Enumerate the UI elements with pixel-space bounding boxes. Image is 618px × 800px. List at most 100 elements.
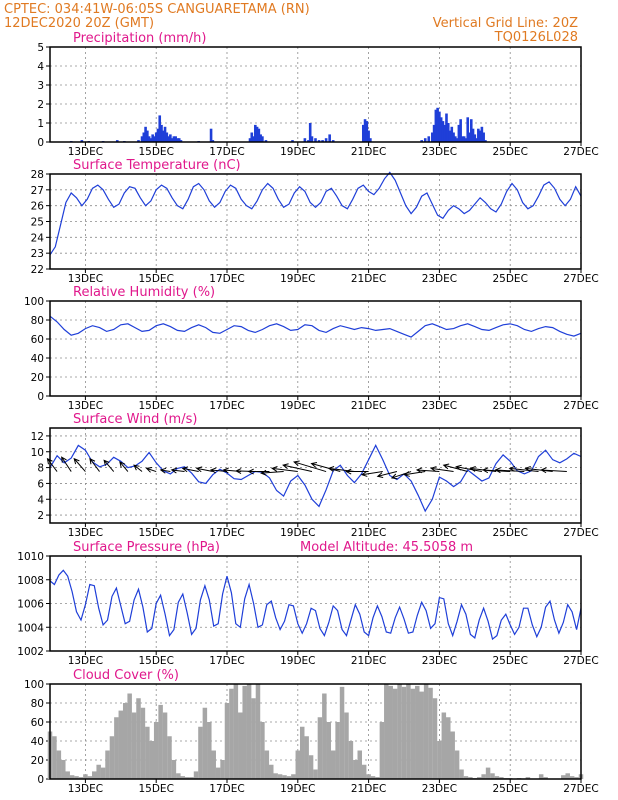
cloud-bar xyxy=(304,736,309,779)
wind-vector-arrow xyxy=(119,461,129,472)
cloud-bar xyxy=(357,750,362,779)
wind-frame xyxy=(49,427,582,524)
cloud-bar xyxy=(419,691,424,779)
wind-vector-arrow xyxy=(508,465,539,473)
cloud-bar xyxy=(437,741,442,779)
wind-vector-arrow xyxy=(181,466,199,473)
cloud-bar xyxy=(153,722,159,779)
cloud-bar xyxy=(388,685,393,779)
wind-vector-arrow xyxy=(403,471,426,477)
precip-bar xyxy=(308,123,312,142)
temp-ytick-label: 24 xyxy=(31,232,45,244)
precip-bar xyxy=(432,124,436,142)
cloud-bar xyxy=(211,750,216,779)
precip-bar xyxy=(448,130,452,142)
pressure-xtick-label: 21DEC xyxy=(351,655,386,667)
precip-bar xyxy=(482,132,485,142)
precip-bar xyxy=(161,130,165,142)
pressure-panel: Surface Pressure (hPa) Model Altitude: 45… xyxy=(17,540,598,667)
cloud-xtick-label: 13DEC xyxy=(68,783,103,795)
precip-bar xyxy=(452,132,455,142)
rh-xtick-label: 27DEC xyxy=(563,400,598,412)
cloud-bar xyxy=(273,773,278,779)
pressure-xtick-label: 13DEC xyxy=(68,655,103,667)
rh-ytick-label: 0 xyxy=(37,391,44,403)
temp-xtick-label: 25DEC xyxy=(492,273,527,285)
cloud-bar xyxy=(322,693,327,779)
precip-bar xyxy=(140,136,144,142)
cloud-bar xyxy=(233,684,239,779)
precip-bar xyxy=(211,140,215,142)
cloud-bar xyxy=(481,774,486,779)
cloud-bar xyxy=(56,750,62,779)
precip-ytick-label: 4 xyxy=(37,61,44,73)
cloud-bar xyxy=(406,684,411,779)
precip-bar xyxy=(169,134,172,142)
cloud-bar xyxy=(468,777,473,779)
wind-vector-arrow xyxy=(145,467,157,473)
pressure-xtick-label: 27DEC xyxy=(563,655,598,667)
cloud-ytick-label: 60 xyxy=(31,717,44,729)
rh-xtick-label: 21DEC xyxy=(351,400,386,412)
precip-bar xyxy=(480,126,484,142)
cloud-bar xyxy=(87,776,93,779)
wind-vector-arrow xyxy=(133,464,143,472)
cloud-bar xyxy=(463,776,469,779)
cloud-bar xyxy=(441,712,447,779)
precip-bar xyxy=(250,132,254,142)
pressure-xtick-label: 25DEC xyxy=(492,655,527,667)
cloud-bar xyxy=(180,776,185,779)
precip-xtick-label: 13DEC xyxy=(68,146,103,158)
precip-bar xyxy=(160,124,163,142)
precip-bar xyxy=(137,140,140,142)
wind-xtick-label: 19DEC xyxy=(280,527,315,539)
wind-panel: Surface Wind (m/s) 2 4 6 8 10 12 13DEC 15DEC 17DE… xyxy=(31,412,599,539)
cloud-bar xyxy=(114,717,119,779)
precip-title: Precipitation (mm/h) xyxy=(73,31,206,46)
wind-vector-arrow xyxy=(376,471,398,479)
cloud-bar xyxy=(286,776,292,779)
cloud-bar xyxy=(543,777,548,779)
cloud-bar xyxy=(326,722,332,779)
cloud-bar xyxy=(100,767,106,779)
cloud-bar xyxy=(65,771,70,779)
wind-vector-arrow xyxy=(494,467,525,474)
rh-ytick-label: 100 xyxy=(24,296,44,308)
cloud-bar xyxy=(83,774,88,779)
temp-ytick-label: 27 xyxy=(31,185,44,197)
rh-xtick-label: 19DEC xyxy=(280,400,315,412)
precip-bar xyxy=(317,140,321,142)
precip-bar xyxy=(464,138,468,142)
cloud-bar xyxy=(260,722,265,779)
wind-vector-arrow xyxy=(310,461,341,473)
cloud-bar xyxy=(189,777,194,779)
wind-ytick-label: 4 xyxy=(37,494,44,506)
wind-ytick-label: 12 xyxy=(31,431,44,443)
precip-bar xyxy=(153,136,156,142)
wind-ytick-label: 10 xyxy=(31,447,44,459)
pressure-ytick-label: 1010 xyxy=(17,551,44,563)
pressure-title: Surface Pressure (hPa) xyxy=(73,540,220,555)
precip-bar xyxy=(438,111,441,142)
precip-bar xyxy=(172,136,176,142)
wind-xtick-label: 25DEC xyxy=(492,527,527,539)
cloud-bar xyxy=(229,688,234,779)
temp-title: Surface Temperature (nC) xyxy=(73,158,241,173)
run-code: TQ0126L028 xyxy=(494,30,578,45)
cloud-bar xyxy=(401,686,407,779)
precip-bar xyxy=(154,132,158,142)
precip-bar xyxy=(254,124,257,142)
cloud-bar xyxy=(561,775,566,779)
cloud-bar xyxy=(149,741,155,779)
cloud-bar xyxy=(565,773,570,779)
rh-title: Relative Humidity (%) xyxy=(73,285,215,300)
cloud-bar xyxy=(339,686,345,779)
precip-bar xyxy=(80,140,84,142)
temp-series-line xyxy=(49,171,582,256)
precip-frame xyxy=(49,46,582,143)
precip-xtick-label: 15DEC xyxy=(138,146,173,158)
precip-bar xyxy=(176,138,179,142)
cloud-bar xyxy=(370,776,376,779)
pressure-ytick-label: 1004 xyxy=(17,622,44,634)
